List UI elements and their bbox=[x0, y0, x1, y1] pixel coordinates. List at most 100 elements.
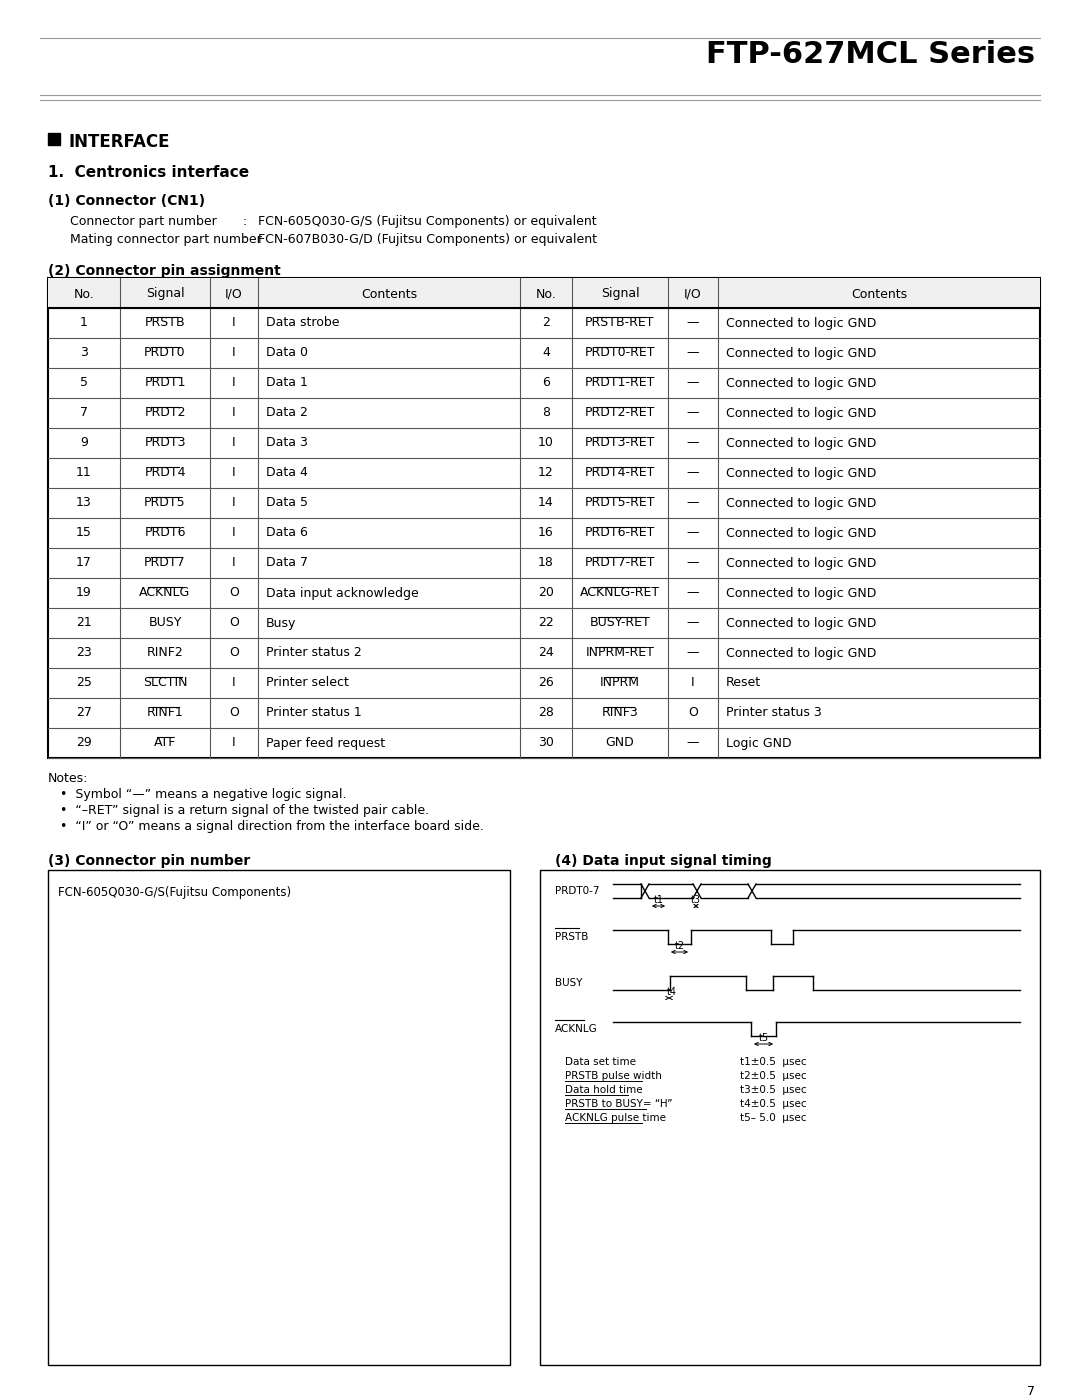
Text: —: — bbox=[687, 556, 699, 570]
Text: Connector part number: Connector part number bbox=[70, 215, 217, 228]
Text: 28: 28 bbox=[538, 707, 554, 719]
Text: ACKNLG: ACKNLG bbox=[139, 587, 191, 599]
Text: t1: t1 bbox=[653, 895, 663, 905]
Text: ACKNLG pulse time: ACKNLG pulse time bbox=[565, 1113, 666, 1123]
Text: 17: 17 bbox=[76, 556, 92, 570]
Text: PRDT0-7: PRDT0-7 bbox=[555, 886, 599, 895]
Text: I: I bbox=[232, 436, 235, 450]
Text: PRDT4-RET: PRDT4-RET bbox=[584, 467, 656, 479]
Text: PRDT1-RET: PRDT1-RET bbox=[584, 377, 656, 390]
Bar bbox=[48, 133, 60, 145]
Text: •  Symbol “—” means a negative logic signal.: • Symbol “—” means a negative logic sign… bbox=[60, 788, 347, 800]
Text: Printer select: Printer select bbox=[266, 676, 349, 690]
Text: BUSY-RET: BUSY-RET bbox=[590, 616, 650, 630]
Text: Logic GND: Logic GND bbox=[726, 736, 792, 750]
Text: Connected to logic GND: Connected to logic GND bbox=[726, 647, 876, 659]
Text: —: — bbox=[687, 317, 699, 330]
Text: BUSY: BUSY bbox=[148, 616, 181, 630]
Text: Connected to logic GND: Connected to logic GND bbox=[726, 496, 876, 510]
Text: 8: 8 bbox=[542, 407, 550, 419]
Text: O: O bbox=[688, 707, 698, 719]
Text: t2: t2 bbox=[674, 942, 685, 951]
Text: 4: 4 bbox=[542, 346, 550, 359]
Text: Connected to logic GND: Connected to logic GND bbox=[726, 616, 876, 630]
Text: GND: GND bbox=[606, 736, 634, 750]
Text: I: I bbox=[232, 346, 235, 359]
Text: PRDT5-RET: PRDT5-RET bbox=[584, 496, 656, 510]
Text: I: I bbox=[232, 377, 235, 390]
Text: (1) Connector (CN1): (1) Connector (CN1) bbox=[48, 194, 205, 208]
Text: 13: 13 bbox=[76, 496, 92, 510]
Text: I: I bbox=[232, 467, 235, 479]
Text: t1±0.5  μsec: t1±0.5 μsec bbox=[740, 1058, 807, 1067]
Text: 14: 14 bbox=[538, 496, 554, 510]
Text: 1.  Centronics interface: 1. Centronics interface bbox=[48, 165, 249, 180]
Text: 6: 6 bbox=[542, 377, 550, 390]
Text: Printer status 2: Printer status 2 bbox=[266, 647, 362, 659]
Text: ATF: ATF bbox=[153, 736, 176, 750]
Text: Data 1: Data 1 bbox=[266, 377, 308, 390]
Text: No.: No. bbox=[536, 288, 556, 300]
Text: 27: 27 bbox=[76, 707, 92, 719]
Text: 22: 22 bbox=[538, 616, 554, 630]
Text: Contents: Contents bbox=[361, 288, 417, 300]
Text: 21: 21 bbox=[76, 616, 92, 630]
Text: :: : bbox=[243, 215, 247, 228]
Text: Data 7: Data 7 bbox=[266, 556, 308, 570]
Text: I/O: I/O bbox=[684, 288, 702, 300]
Text: Data input acknowledge: Data input acknowledge bbox=[266, 587, 419, 599]
Text: 25: 25 bbox=[76, 676, 92, 690]
Text: Reset: Reset bbox=[726, 676, 761, 690]
Text: PRDT7: PRDT7 bbox=[145, 556, 186, 570]
Text: 19: 19 bbox=[76, 587, 92, 599]
Text: Connected to logic GND: Connected to logic GND bbox=[726, 317, 876, 330]
Text: Data 6: Data 6 bbox=[266, 527, 308, 539]
Text: Signal: Signal bbox=[600, 288, 639, 300]
Text: FTP-627MCL Series: FTP-627MCL Series bbox=[706, 41, 1035, 68]
Text: :: : bbox=[243, 233, 247, 246]
Text: —: — bbox=[687, 496, 699, 510]
Text: Connected to logic GND: Connected to logic GND bbox=[726, 527, 876, 539]
Text: Data 4: Data 4 bbox=[266, 467, 308, 479]
Text: Contents: Contents bbox=[851, 288, 907, 300]
Text: t4: t4 bbox=[667, 988, 677, 997]
Text: Busy: Busy bbox=[266, 616, 296, 630]
Text: —: — bbox=[687, 467, 699, 479]
Bar bbox=[540, 870, 1040, 1365]
Text: BUSY: BUSY bbox=[555, 978, 582, 988]
Text: PRDT6-RET: PRDT6-RET bbox=[584, 527, 656, 539]
Text: —: — bbox=[687, 436, 699, 450]
Text: •  “–RET” signal is a return signal of the twisted pair cable.: • “–RET” signal is a return signal of th… bbox=[60, 805, 429, 817]
Text: PRDT5: PRDT5 bbox=[145, 496, 186, 510]
Text: I/O: I/O bbox=[225, 288, 243, 300]
Text: I: I bbox=[232, 527, 235, 539]
Text: Data 3: Data 3 bbox=[266, 436, 308, 450]
Text: 24: 24 bbox=[538, 647, 554, 659]
Text: PRDT0-RET: PRDT0-RET bbox=[584, 346, 656, 359]
Text: INPRM-RET: INPRM-RET bbox=[585, 647, 654, 659]
Bar bbox=[48, 870, 510, 1365]
Text: 5: 5 bbox=[80, 377, 87, 390]
Text: —: — bbox=[687, 587, 699, 599]
Text: 1: 1 bbox=[80, 317, 87, 330]
Text: 16: 16 bbox=[538, 527, 554, 539]
Text: 3: 3 bbox=[80, 346, 87, 359]
Text: INTERFACE: INTERFACE bbox=[68, 133, 170, 151]
Text: Connected to logic GND: Connected to logic GND bbox=[726, 346, 876, 359]
Text: (2) Connector pin assignment: (2) Connector pin assignment bbox=[48, 264, 281, 278]
Text: 15: 15 bbox=[76, 527, 92, 539]
Text: I: I bbox=[232, 736, 235, 750]
Bar bbox=[48, 278, 1040, 759]
Text: PRDT0: PRDT0 bbox=[145, 346, 186, 359]
Text: Data strobe: Data strobe bbox=[266, 317, 339, 330]
Text: 11: 11 bbox=[76, 467, 92, 479]
Text: Data 5: Data 5 bbox=[266, 496, 308, 510]
Text: PRDT7-RET: PRDT7-RET bbox=[584, 556, 656, 570]
Text: I: I bbox=[232, 556, 235, 570]
Text: 20: 20 bbox=[538, 587, 554, 599]
Text: I: I bbox=[232, 676, 235, 690]
Text: t3: t3 bbox=[691, 895, 701, 905]
Text: 9: 9 bbox=[80, 436, 87, 450]
Text: 18: 18 bbox=[538, 556, 554, 570]
Text: 7: 7 bbox=[80, 407, 87, 419]
